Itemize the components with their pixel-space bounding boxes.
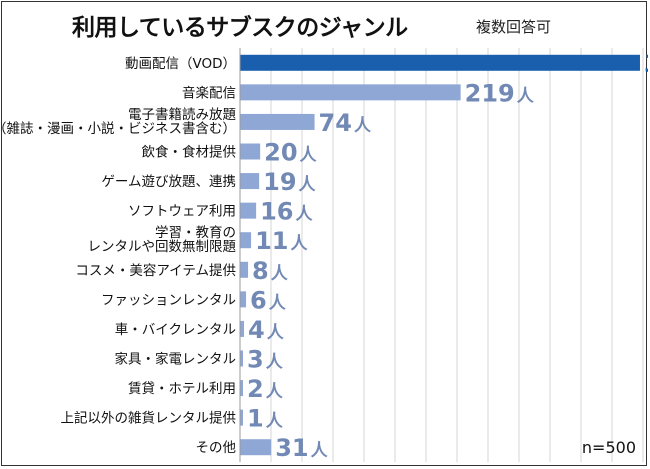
unit-label: 人	[266, 382, 284, 402]
category-label: ファッションレンタル	[101, 292, 236, 308]
unit-label: 人	[271, 264, 289, 284]
unit-label: 人	[299, 175, 317, 195]
chart-title: 利用しているサブスクのジャンル	[72, 15, 408, 41]
value-label: 16 人	[260, 198, 313, 226]
unit-label: 人	[269, 293, 287, 313]
bar-12	[240, 380, 243, 397]
category-label: レンタルや回数無制限題	[88, 239, 237, 255]
category-label: 賃貸・ホテル利用	[128, 381, 236, 397]
bar-4	[240, 143, 261, 160]
value-label: 397人	[644, 50, 648, 78]
unit-label: 人	[266, 412, 284, 432]
bar-13	[240, 409, 243, 426]
bar-6	[240, 202, 257, 219]
bar-9	[240, 291, 247, 308]
category-label: ゲーム遊び放題、連携	[101, 174, 236, 190]
value-label: 31 人	[275, 434, 328, 462]
category-label: 動画配信（VOD）	[125, 56, 236, 72]
title-row: 利用しているサブスクのジャンル 複数回答可	[2, 8, 648, 41]
chart-subtitle: 複数回答可	[476, 18, 552, 36]
bar-8	[240, 261, 249, 278]
unit-label: 人	[290, 234, 308, 254]
unit-label: 人	[300, 146, 318, 166]
unit-label: 人	[517, 86, 535, 106]
category-label: 学習・教育の	[155, 225, 236, 241]
value-label: 20 人	[264, 139, 317, 167]
category-label: その他	[196, 440, 237, 456]
category-label: 電子書籍読み放題	[128, 106, 236, 123]
category-label: 音楽配信	[182, 84, 236, 101]
value-label: 19 人	[263, 168, 316, 196]
unit-label: 人	[311, 441, 329, 461]
category-label: 飲食・食材提供	[142, 144, 237, 161]
sample-size-note: n=500	[581, 438, 636, 457]
bar-10	[240, 320, 245, 337]
bar-2	[240, 84, 461, 101]
unit-label: 人	[296, 205, 314, 225]
category-label: （雑誌・漫画・小説・ビジネス書含む）	[2, 121, 236, 137]
bar-7	[240, 232, 252, 249]
bar-3	[240, 113, 315, 130]
value-label: 11 人	[255, 227, 308, 255]
category-label: 車・バイクレンタル	[115, 322, 236, 338]
bar-1	[240, 54, 640, 71]
unit-label: 人	[266, 353, 284, 373]
bar-11	[240, 350, 244, 367]
category-label: ソフトウェア利用	[128, 204, 236, 220]
unit-label: 人	[267, 323, 285, 343]
category-label: コスメ・美容アイテム提供	[75, 262, 236, 279]
category-label: 家具・家電レンタル	[115, 351, 237, 368]
bar-5	[240, 173, 260, 190]
unit-label: 人	[354, 116, 372, 136]
bar-14	[240, 439, 272, 456]
category-label: 上記以外の雑貨レンタル提供	[61, 410, 237, 427]
value-label: 219 人	[465, 79, 535, 107]
